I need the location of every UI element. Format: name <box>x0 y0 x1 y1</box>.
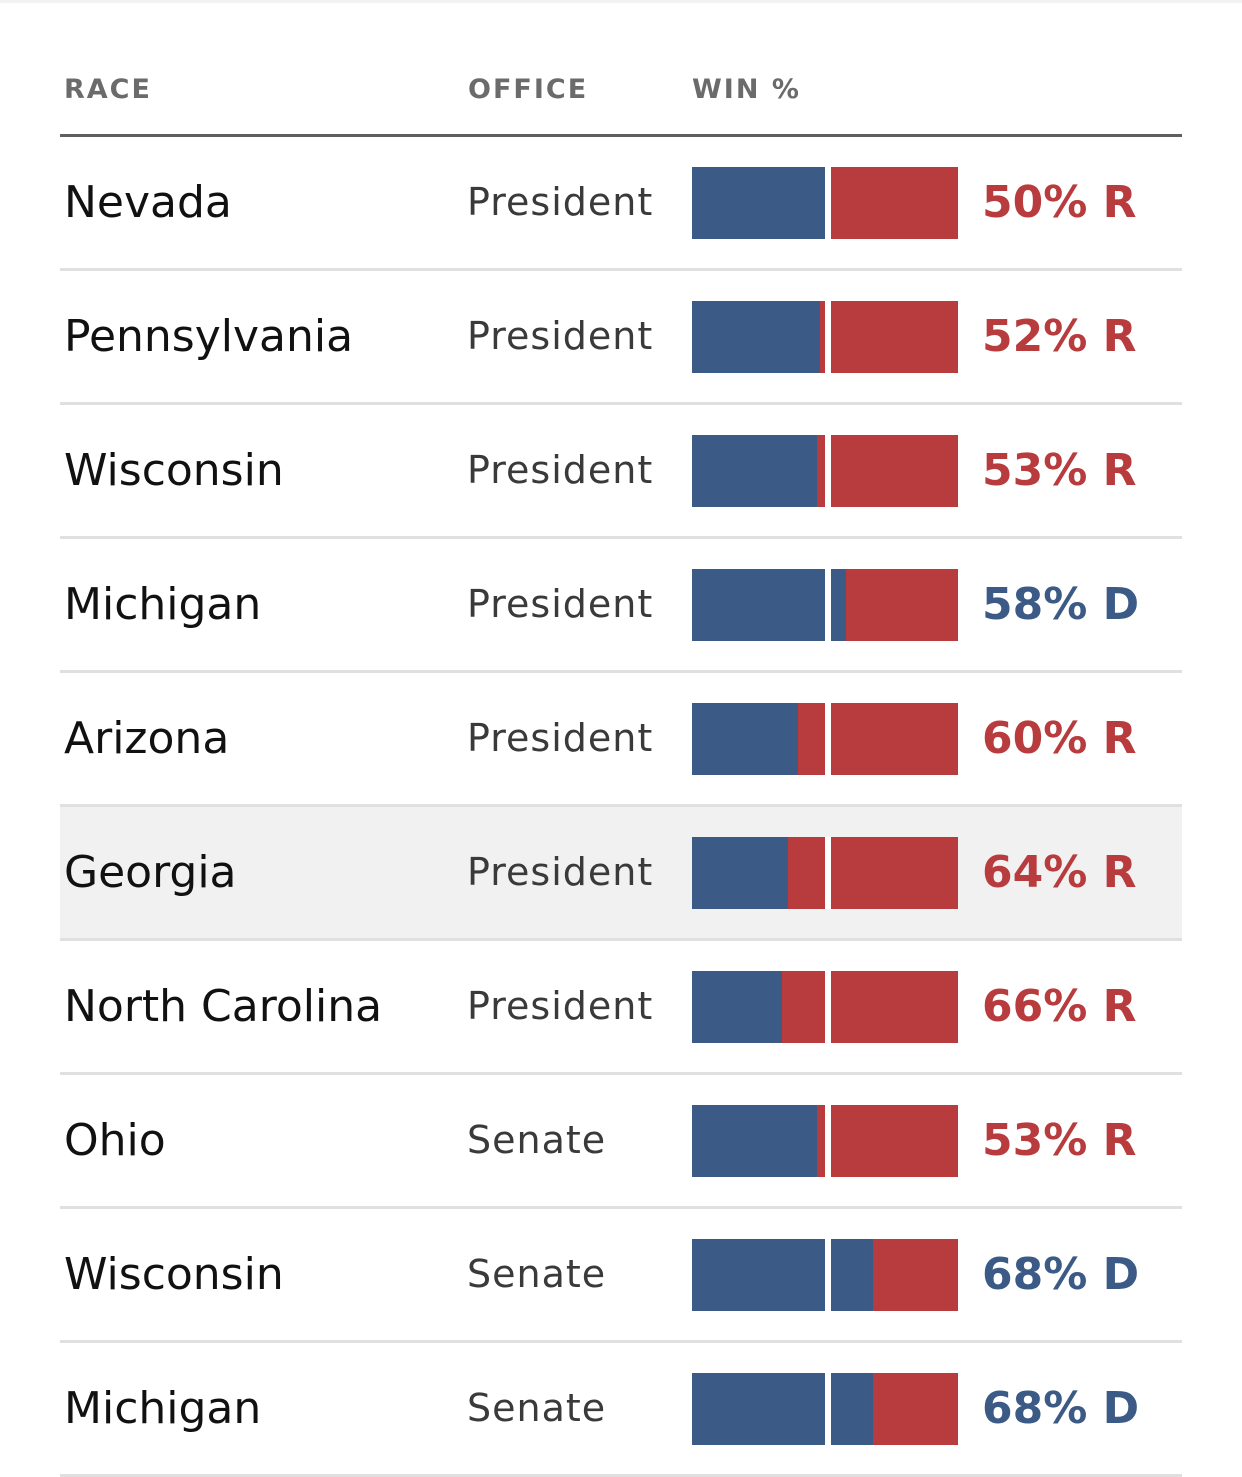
race-name: Michigan <box>64 579 262 630</box>
fifty-percent-marker <box>825 301 831 373</box>
win-probability-bar <box>692 703 958 775</box>
office-name: President <box>467 984 654 1028</box>
win-percent-label: 58% D <box>982 579 1140 630</box>
office-name: President <box>467 850 654 894</box>
column-header-race: RACE <box>64 74 152 105</box>
dem-probability-fill <box>692 837 788 909</box>
office-name: President <box>467 448 654 492</box>
win-probability-bar <box>692 301 958 373</box>
top-divider <box>0 0 1242 3</box>
race-name: Nevada <box>64 177 232 228</box>
win-percent-label: 50% R <box>982 177 1137 228</box>
win-probability-bar <box>692 167 958 239</box>
office-name: Senate <box>467 1118 607 1162</box>
fifty-percent-marker <box>825 703 831 775</box>
win-probability-bar <box>692 1239 958 1311</box>
column-header-office: OFFICE <box>468 74 589 105</box>
win-percent-label: 64% R <box>982 847 1137 898</box>
table-row[interactable]: Michigan President 58% D <box>60 539 1182 673</box>
fifty-percent-marker <box>825 971 831 1043</box>
dem-probability-fill <box>692 301 820 373</box>
race-name: Georgia <box>64 847 237 898</box>
table-row[interactable]: Wisconsin President 53% R <box>60 405 1182 539</box>
dem-probability-fill <box>692 1239 873 1311</box>
dem-probability-fill <box>692 167 825 239</box>
race-name: Wisconsin <box>64 445 284 496</box>
column-header-win-percent: WIN % <box>692 74 801 105</box>
win-probability-bar <box>692 1373 958 1445</box>
office-name: Senate <box>467 1252 607 1296</box>
race-name: Arizona <box>64 713 230 764</box>
race-odds-table: RACE OFFICE WIN % Nevada President 50% R Pe… <box>60 0 1182 1477</box>
dem-probability-fill <box>692 1105 817 1177</box>
table-header: RACE OFFICE WIN % <box>60 0 1182 137</box>
win-percent-label: 66% R <box>982 981 1137 1032</box>
fifty-percent-marker <box>825 1239 831 1311</box>
office-name: President <box>467 180 654 224</box>
table-row[interactable]: Nevada President 50% R <box>60 137 1182 271</box>
table-row[interactable]: North Carolina President 66% R <box>60 941 1182 1075</box>
table-row[interactable]: Michigan Senate 68% D <box>60 1343 1182 1477</box>
fifty-percent-marker <box>825 1105 831 1177</box>
office-name: President <box>467 582 654 626</box>
race-name: Wisconsin <box>64 1249 284 1300</box>
fifty-percent-marker <box>825 1373 831 1445</box>
fifty-percent-marker <box>825 837 831 909</box>
table-row[interactable]: Wisconsin Senate 68% D <box>60 1209 1182 1343</box>
office-name: President <box>467 314 654 358</box>
office-name: President <box>467 716 654 760</box>
race-name: Michigan <box>64 1383 262 1434</box>
fifty-percent-marker <box>825 569 831 641</box>
race-name: North Carolina <box>64 981 383 1032</box>
win-percent-label: 68% D <box>982 1383 1140 1434</box>
fifty-percent-marker <box>825 435 831 507</box>
dem-probability-fill <box>692 703 798 775</box>
table-row[interactable]: Georgia President 64% R <box>60 807 1182 941</box>
race-name: Ohio <box>64 1115 166 1166</box>
dem-probability-fill <box>692 435 817 507</box>
win-probability-bar <box>692 569 958 641</box>
win-probability-bar <box>692 435 958 507</box>
fifty-percent-marker <box>825 167 831 239</box>
win-percent-label: 52% R <box>982 311 1137 362</box>
win-percent-label: 60% R <box>982 713 1137 764</box>
win-percent-label: 68% D <box>982 1249 1140 1300</box>
win-probability-bar <box>692 837 958 909</box>
table-row[interactable]: Arizona President 60% R <box>60 673 1182 807</box>
dem-probability-fill <box>692 569 846 641</box>
win-percent-label: 53% R <box>982 1115 1137 1166</box>
dem-probability-fill <box>692 971 782 1043</box>
office-name: Senate <box>467 1386 607 1430</box>
dem-probability-fill <box>692 1373 873 1445</box>
win-probability-bar <box>692 1105 958 1177</box>
win-percent-label: 53% R <box>982 445 1137 496</box>
race-name: Pennsylvania <box>64 311 354 362</box>
table-row[interactable]: Pennsylvania President 52% R <box>60 271 1182 405</box>
win-probability-bar <box>692 971 958 1043</box>
table-body: Nevada President 50% R Pennsylvania Presiden… <box>60 137 1182 1477</box>
table-row[interactable]: Ohio Senate 53% R <box>60 1075 1182 1209</box>
